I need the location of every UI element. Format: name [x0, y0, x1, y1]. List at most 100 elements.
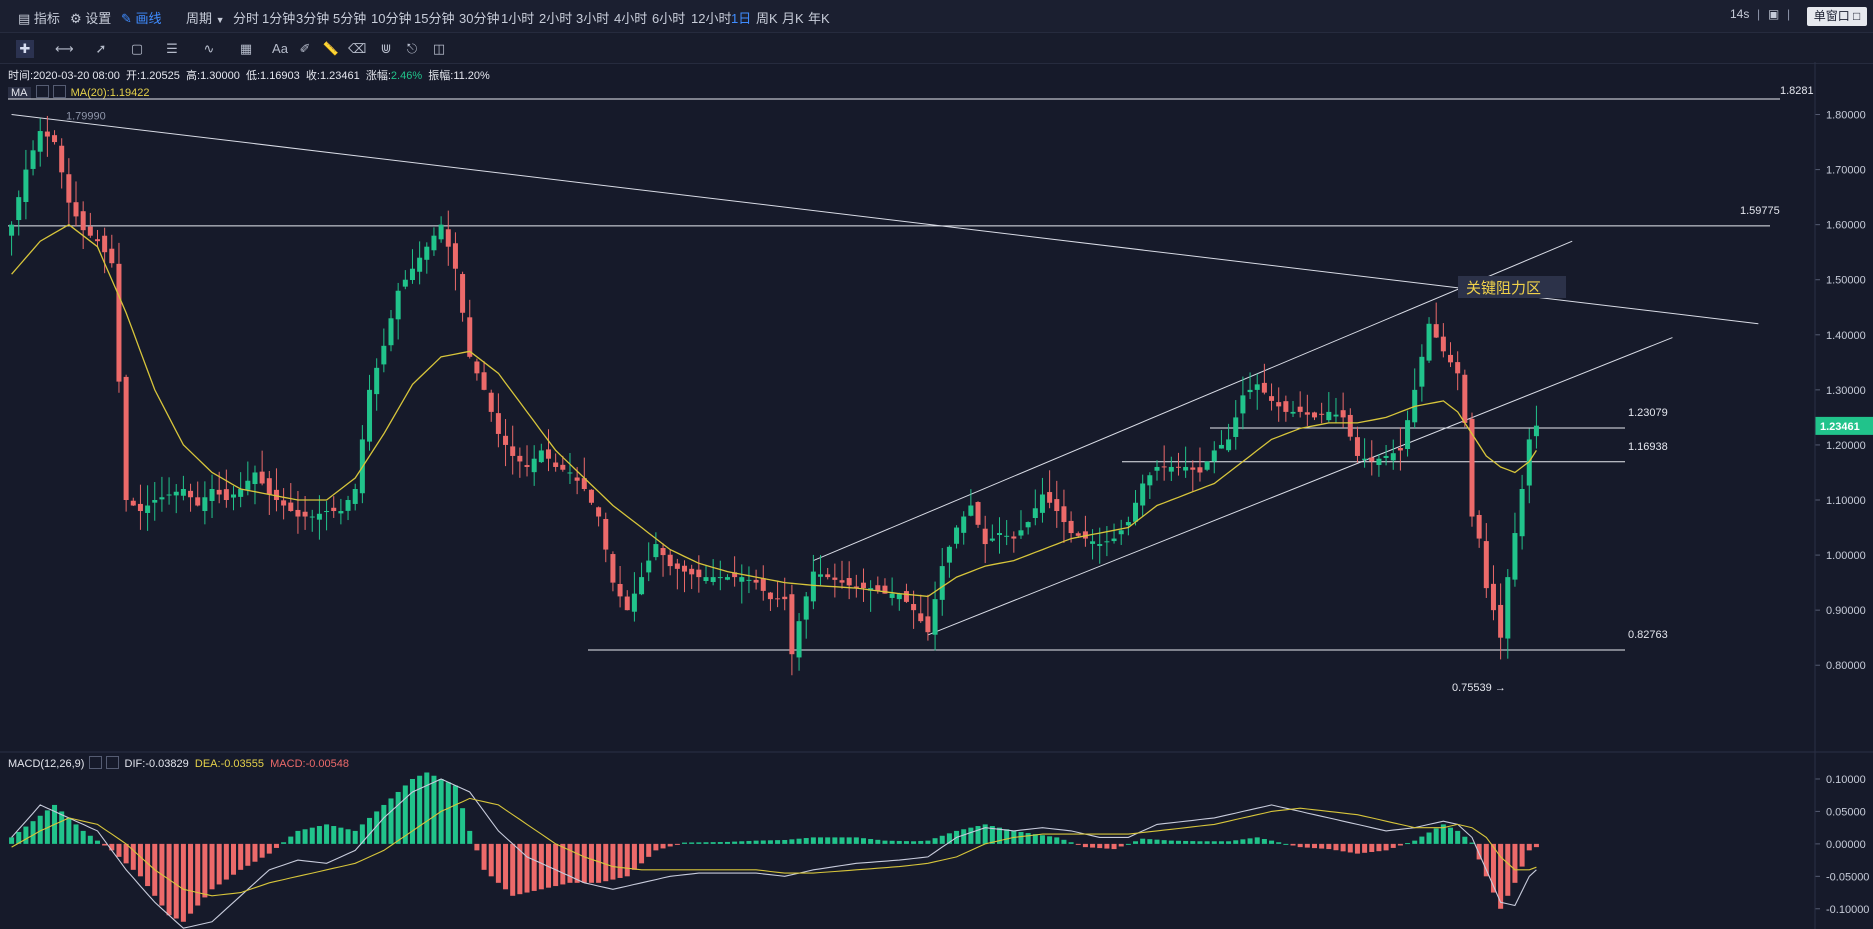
candle-body — [1397, 447, 1403, 451]
magnet-icon[interactable]: ⋓ — [380, 41, 392, 56]
candle-body — [954, 527, 960, 544]
parallel-lines-icon[interactable]: ☰ — [166, 41, 178, 56]
measure-icon[interactable]: ▦ — [239, 41, 253, 56]
period-tab[interactable]: 5分钟 — [333, 11, 367, 26]
current-price-label: 1.23461 — [1820, 421, 1860, 433]
macd-bar — [1197, 841, 1203, 844]
macd-bar — [173, 843, 179, 919]
period-tab[interactable]: 6小时 — [652, 11, 686, 26]
macd-bar — [266, 843, 272, 854]
macd-bar — [882, 840, 888, 844]
text-tool-icon[interactable]: Aa — [272, 41, 288, 56]
horizontal-ray-icon[interactable]: ⟷ — [55, 41, 74, 56]
candle-body — [739, 577, 745, 582]
macd-bar — [324, 824, 330, 844]
wave-icon[interactable]: ∿ — [203, 41, 215, 56]
rectangle-icon[interactable]: ▢ — [130, 41, 144, 56]
period-tab[interactable]: 1小时 — [501, 11, 535, 26]
change-label: 涨幅: — [365, 70, 391, 82]
draw-button[interactable]: ✎ 画线 — [121, 8, 162, 27]
candle-body — [180, 488, 186, 496]
macd-bar — [1283, 843, 1289, 845]
dif-value: -0.03829 — [145, 758, 189, 770]
candle-body — [1190, 467, 1196, 470]
candle-body — [1269, 396, 1275, 401]
macd-bar — [145, 843, 151, 887]
eraser-icon[interactable]: ⌫ — [348, 41, 367, 56]
macd-bar — [460, 808, 466, 844]
period-tab[interactable]: 周K — [756, 11, 778, 26]
macd-bar — [216, 843, 222, 885]
period-tab[interactable]: 30分钟 — [459, 11, 500, 26]
macd-axis: 0.10000 0.05000 0.00000 -0.05000 -0.10000 — [1815, 774, 1869, 916]
period-tab[interactable]: 4小时 — [614, 11, 648, 26]
period-tab[interactable]: 12小时 — [691, 11, 732, 26]
dif-line — [11, 778, 1537, 929]
candle-body — [59, 145, 65, 173]
macd-bar — [195, 843, 201, 906]
low-label: 低: — [245, 70, 261, 82]
macd-bar — [588, 843, 594, 883]
candle-body — [696, 569, 702, 578]
ma-legend-name[interactable]: MA — [8, 87, 31, 99]
fullscreen-icon[interactable]: ▣ — [1768, 7, 1780, 21]
crosshair-icon[interactable]: ✚ — [16, 40, 34, 58]
macd-bar — [1383, 843, 1389, 851]
candle-body — [631, 593, 637, 612]
settings-button[interactable]: ⚙ 设置 — [70, 8, 111, 27]
indicator-button[interactable]: ▤ 指标 — [18, 8, 60, 27]
lock-icon[interactable]: ⎋ — [406, 41, 418, 56]
candle-body — [596, 507, 602, 517]
candle-body — [782, 596, 788, 600]
macd-bar — [1319, 843, 1325, 849]
macd-bar — [903, 841, 909, 844]
macd-bar — [1276, 842, 1282, 844]
settings-icon[interactable] — [35, 85, 49, 98]
single-window-button[interactable]: 单窗口 □ — [1807, 7, 1867, 26]
period-tab[interactable]: 3分钟 — [296, 11, 330, 26]
candle-body — [767, 592, 773, 600]
pencil-icon: ✎ — [121, 11, 132, 26]
candle-body — [1175, 466, 1181, 468]
period-tab[interactable]: 分时 — [233, 11, 260, 26]
period-tab[interactable]: 3小时 — [576, 11, 610, 26]
macd-bar — [789, 839, 795, 844]
y-tick-label: 0.80000 — [1826, 660, 1866, 672]
candle-body — [1455, 362, 1461, 374]
macd-y-tick-label: 0.00000 — [1826, 839, 1866, 851]
period-tab[interactable]: 1分钟 — [262, 11, 296, 26]
candle-body — [202, 497, 208, 512]
macd-y-tick-label: -0.10000 — [1826, 904, 1869, 916]
candle-body — [932, 599, 938, 635]
period-tab[interactable]: 年K — [808, 11, 830, 26]
candle-body — [753, 579, 759, 583]
settings-icon[interactable] — [89, 756, 103, 769]
period-tab[interactable]: 2小时 — [539, 11, 573, 26]
candle-body — [610, 554, 616, 583]
macd-bar — [302, 829, 308, 844]
period-tab[interactable]: 月K — [782, 11, 804, 26]
macd-legend-name[interactable]: MACD(12,26,9) — [8, 758, 85, 770]
candle-body — [617, 583, 623, 597]
trash-icon[interactable]: ◫ — [432, 41, 446, 56]
candle-body — [1304, 412, 1310, 415]
candle-body — [409, 268, 415, 281]
brush-icon[interactable]: ✐ — [299, 41, 311, 56]
macd-bar — [230, 843, 237, 875]
close-icon[interactable] — [52, 85, 66, 98]
y-tick-label: 1.80000 — [1826, 110, 1866, 122]
candle-body — [1240, 395, 1246, 414]
macd-bar — [202, 843, 208, 898]
period-dropdown[interactable]: 周期 ▼ — [186, 8, 225, 27]
macd-bar — [682, 842, 688, 844]
close-icon[interactable] — [106, 756, 120, 769]
macd-bar — [1039, 835, 1045, 844]
macd-bar — [581, 843, 587, 883]
ruler-icon[interactable]: 📏 — [322, 41, 340, 56]
period-tab[interactable]: 10分钟 — [371, 11, 412, 26]
period-tab[interactable]: 15分钟 — [414, 11, 455, 26]
trendline-icon[interactable]: ➚ — [95, 41, 107, 56]
candle-body — [717, 577, 723, 579]
macd-bar — [1247, 838, 1253, 844]
period-tab[interactable]: 1日 — [731, 11, 752, 26]
